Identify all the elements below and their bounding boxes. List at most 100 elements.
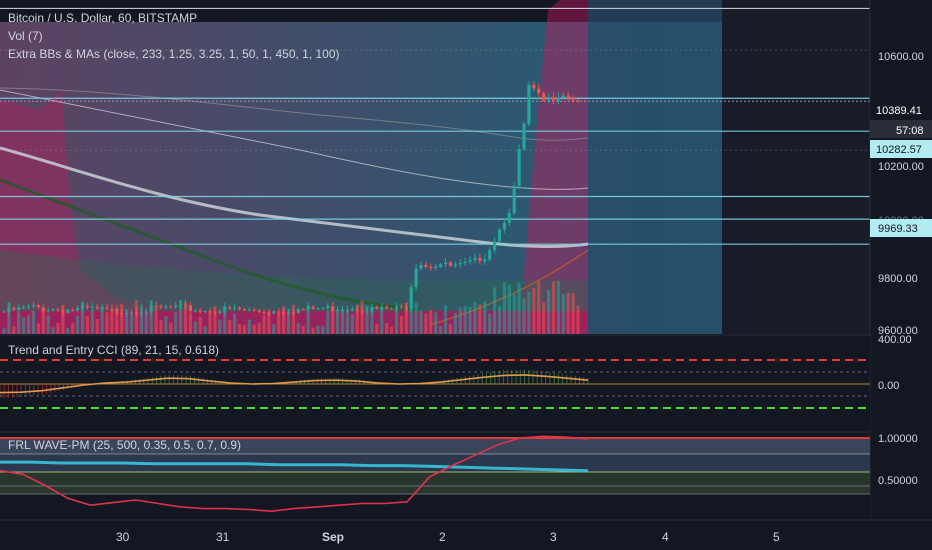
candle-body <box>532 84 536 89</box>
candle-body <box>179 304 183 306</box>
candle-body <box>282 312 286 314</box>
volume-bar <box>36 323 40 334</box>
candle-body <box>36 305 40 308</box>
countdown-text: 57:08 <box>896 125 924 137</box>
volume-bar <box>169 322 173 334</box>
frl-pane[interactable]: FRL WAVE-PM (25, 500, 0.35, 0.5, 0.7, 0.… <box>0 431 918 520</box>
time-axis[interactable]: 30 31 Sep 2 3 4 5 <box>0 519 932 544</box>
volume-bar <box>193 321 197 334</box>
level-a-text: 10282.57 <box>876 144 922 156</box>
volume-bar <box>247 319 251 334</box>
volume-bar <box>507 284 511 334</box>
frl-cyan-line <box>0 460 589 473</box>
candle-body <box>46 310 50 312</box>
countdown-badge <box>870 120 932 138</box>
price-axis[interactable]: 10600.00 10200.00 9800.00 9600.00 10000.… <box>869 0 932 520</box>
volume-bar <box>340 309 345 334</box>
candle-body <box>223 307 227 312</box>
candle-body <box>434 266 438 269</box>
time-label-2: 2 <box>439 530 446 544</box>
volume-bar <box>399 315 403 334</box>
candle-body <box>404 307 408 310</box>
candle-body <box>31 305 36 307</box>
candle-body <box>208 311 212 313</box>
volume-bar <box>375 323 379 334</box>
candle-body <box>272 311 276 314</box>
volume-bar <box>31 310 36 334</box>
candle-body <box>399 306 403 308</box>
volume-bar <box>208 312 212 334</box>
candle-body <box>497 229 502 242</box>
candle-body <box>95 306 99 309</box>
candle-body <box>100 307 104 309</box>
volume-bar <box>414 302 418 334</box>
candle-body <box>188 305 193 311</box>
green-cloud <box>0 250 588 312</box>
time-label-4: 4 <box>662 530 669 544</box>
volume-bar <box>213 306 217 334</box>
last-price-text: 10389.41 <box>876 105 922 117</box>
candle-body <box>389 308 394 310</box>
candle-body <box>26 306 31 308</box>
volume-bar <box>85 315 90 334</box>
time-label-5: 5 <box>773 530 780 544</box>
candle-body <box>306 306 310 310</box>
candle-body <box>291 312 296 314</box>
candle-body <box>169 306 173 308</box>
volume-bar <box>80 302 85 334</box>
candle-body <box>139 312 143 314</box>
candle-body <box>321 308 325 310</box>
candle-body <box>183 304 188 306</box>
volume-indicator-label: Vol (7) <box>8 29 43 43</box>
level-a-badge <box>870 140 932 158</box>
volume-bar <box>434 312 438 334</box>
volume-bar <box>468 306 472 334</box>
candle-body <box>61 310 65 313</box>
volume-bar <box>71 322 75 334</box>
volume-bar <box>576 305 580 334</box>
price-tick-9800: 9800.00 <box>878 273 918 285</box>
candle-body <box>316 308 320 310</box>
candle-body <box>218 311 222 314</box>
candle-body <box>75 307 80 311</box>
volume-bar <box>154 307 158 334</box>
volume-bar <box>17 312 21 334</box>
volume-bar <box>448 324 453 334</box>
candle-body <box>409 287 413 310</box>
volume-bar <box>331 306 335 334</box>
volume-bar <box>164 316 168 334</box>
time-label-sep: Sep <box>322 530 344 544</box>
candle-body <box>424 264 428 267</box>
volume-bar <box>443 305 448 334</box>
frl-band-top <box>0 438 870 454</box>
ma-white-thin <box>0 89 589 190</box>
candle-body <box>439 264 443 267</box>
candle-body <box>144 311 148 313</box>
volume-bar <box>561 293 565 334</box>
candle-body <box>414 268 418 288</box>
ma-dark-green <box>0 178 421 312</box>
volume-bar <box>46 315 50 334</box>
candle-body <box>571 98 575 101</box>
candle-body <box>105 307 109 309</box>
volume-bar <box>380 308 384 334</box>
volume-bar <box>326 311 330 334</box>
cci-pane[interactable]: Trend and Entry CCI (89, 21, 15, 0.618) … <box>0 334 912 432</box>
volume-bar <box>566 292 570 334</box>
volume-bar <box>350 314 354 334</box>
price-tick-10600: 10600.00 <box>878 51 924 63</box>
candle-body <box>267 312 271 314</box>
candle-body <box>468 260 472 262</box>
frl-tick-1: 1.00000 <box>878 433 918 445</box>
candle-body <box>473 257 477 261</box>
volume-bar <box>242 324 246 334</box>
cci-tick-0: 0.00 <box>878 380 899 392</box>
candle-body <box>340 309 345 311</box>
candle-body <box>370 306 374 312</box>
candle-body <box>110 308 114 310</box>
candle-body <box>71 309 75 311</box>
frl-band-low <box>0 472 870 494</box>
volume-bar <box>252 324 256 334</box>
